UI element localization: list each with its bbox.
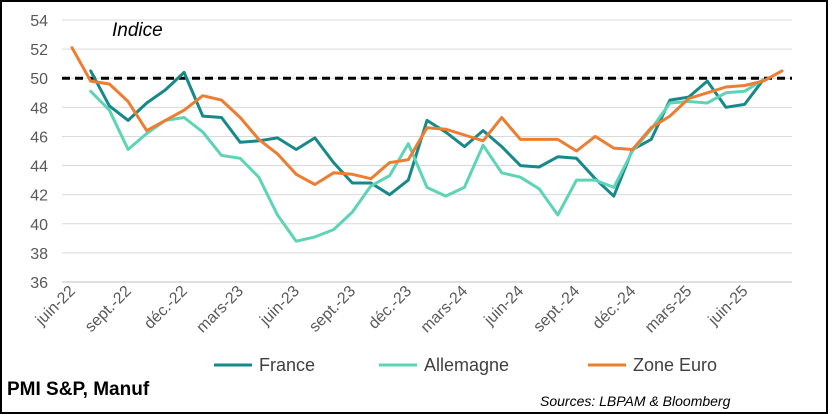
chart-footer-title: PMI S&P, Manuf [7,379,150,400]
gridlines [62,19,792,254]
y-tick-label: 38 [30,246,48,263]
y-tick-label: 52 [30,42,48,59]
x-tick-label: juin-24 [481,283,528,330]
legend: France Allemagne Zone Euro [214,355,717,375]
y-axis-ticks: 36 38 40 42 44 46 48 50 52 54 [30,13,48,292]
x-tick-label: juin-23 [256,283,303,330]
chart-annotation: Indice [112,20,163,41]
x-tick-label: déc.-24 [590,283,640,333]
x-tick-label: déc.-23 [365,283,415,333]
legend-label: Allemagne [424,355,509,375]
y-tick-label: 46 [30,129,48,146]
y-tick-label: 36 [30,275,48,292]
y-tick-label: 54 [30,13,48,30]
series-line [89,69,765,198]
x-axis-ticks: juin-22 sept.-22 déc.-22 mars-23 juin-23 sept… [32,283,751,337]
legend-label: France [259,355,315,375]
y-tick-label: 50 [30,71,48,88]
x-tick-label: mars-25 [642,283,696,337]
series-lines [70,46,784,243]
series-line [70,46,784,186]
y-tick-label: 48 [30,100,48,117]
x-tick-label: sept.-23 [306,283,359,336]
legend-label: Zone Euro [633,355,717,375]
x-tick-label: mars-24 [418,283,472,337]
x-tick-label: déc.-22 [141,283,191,333]
y-tick-label: 42 [30,188,48,205]
x-tick-label: sept.-22 [82,283,135,336]
chart-source: Sources: LBPAM & Bloomberg [540,393,731,409]
y-tick-label: 44 [30,159,48,176]
x-tick-label: mars-23 [193,283,247,337]
x-tick-label: juin-25 [705,283,752,330]
x-tick-label: sept.-24 [530,283,583,336]
y-tick-label: 40 [30,217,48,234]
